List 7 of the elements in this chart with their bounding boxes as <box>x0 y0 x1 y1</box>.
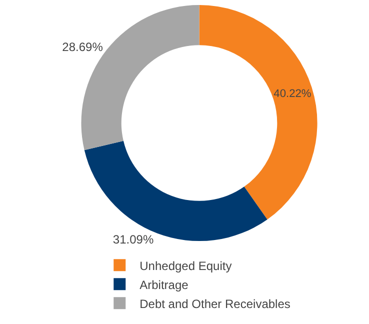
donut-slice <box>199 5 318 220</box>
data-label: 31.09% <box>112 232 154 247</box>
legend-label: Debt and Other Receivables <box>140 296 290 311</box>
data-label: 28.69% <box>62 40 104 54</box>
legend-label: Unhedged Equity <box>140 258 232 273</box>
data-label: 40.22% <box>274 88 312 100</box>
legend-label: Arbitrage <box>140 278 189 292</box>
